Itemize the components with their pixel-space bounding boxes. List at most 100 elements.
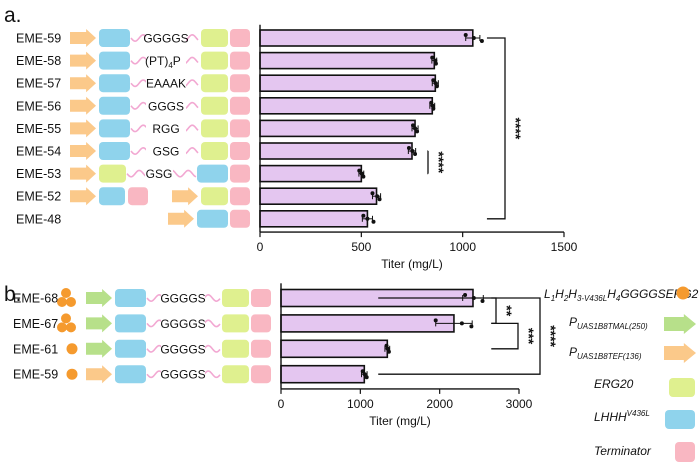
legend-orange-arrow-icon [664,343,696,363]
erg20-box [201,187,228,206]
category-label-eme-48: EME-48 [16,212,61,226]
panel-label-a: a. [4,4,22,27]
x-tick-label: 1500 [551,240,578,254]
lhhh-gene-box [99,29,130,47]
tef-promoter-arrow [70,74,96,93]
tmal-promoter-arrow [86,289,112,307]
erg20-box [201,51,228,70]
erg20-box [99,164,126,183]
data-point [406,146,411,150]
significance-bracket-68-67-label: ** [499,305,515,316]
significance-bracket-67-61-label: *** [521,328,537,345]
tef-promoter-arrow [70,96,96,115]
erg20-box [201,119,228,138]
data-point [433,318,438,323]
category-label-eme-58: EME-58 [16,54,61,68]
linker-label-bg [146,75,186,92]
data-point [429,100,434,105]
data-point [370,191,375,196]
category-label-eme-54: EME-54 [16,145,61,159]
bar-eme-57 [259,74,437,92]
lhhh-gene-box [197,209,228,228]
data-point [415,129,420,134]
bar-eme-67 [280,314,455,333]
data-point [386,349,391,354]
category-label-eme-59: EME-59 [16,32,61,46]
copy-dot [66,322,76,333]
copy-dot [57,297,67,307]
legend-label-tef-promoter: PUAS1B8TEF(136) [569,345,642,361]
data-point [433,61,438,66]
terminator-box [230,29,250,47]
bar-eme-48 [259,210,369,228]
data-point [410,149,415,153]
erg20-box [201,74,228,93]
lhhh-gene-box [115,365,146,384]
data-point [385,346,390,351]
significance-bracket-59-48-label: **** [508,118,524,140]
category-label-eme-55: EME-55 [16,122,61,136]
lhhh-gene-box [99,74,130,93]
linker-label: GGGGS [160,342,205,356]
legend-yellow-box-icon [669,378,695,397]
copy-dot [66,343,78,355]
data-point [431,106,436,111]
linker-label-bg [146,143,186,159]
data-point [411,123,416,128]
bar-eme-54 [259,142,413,160]
terminator-box [251,365,271,384]
data-point [430,103,435,108]
data-point [360,369,365,374]
data-point [479,39,484,43]
data-point [463,293,468,297]
lhhh-gene-box [197,164,228,183]
bar-eme-59 [280,364,366,384]
bar-eme-59 [259,29,474,47]
legend-label-lhhh: LHHHV436L [594,409,650,424]
tef-promoter-arrow [172,187,198,206]
erg20-box [201,29,228,47]
erg20-box [201,142,228,160]
category-label-eme-67: EME-67 [13,317,58,331]
data-point [365,216,370,221]
terminator-box [251,339,271,358]
linker-label-bg [146,30,186,46]
category-label-eme-57: EME-57 [16,77,61,91]
linker-label-bg [146,120,186,137]
tmal-promoter-arrow [86,339,112,358]
erg20-box [222,365,249,384]
linker-label-bg [161,340,205,357]
copy-dot [66,368,78,380]
legend-label-tmal-promoter: PUAS1B8TMAL(250) [569,315,648,331]
linker-label: EAAAK [146,77,186,91]
terminator-box [230,142,250,160]
linker-label-bg [161,290,205,306]
data-point [469,324,474,329]
tef-promoter-arrow [70,119,96,138]
copy-dot [57,322,67,333]
data-point [361,174,366,179]
tef-promoter-arrow [70,187,96,206]
copy-dot [61,288,71,298]
significance-bracket-68-59 [378,297,541,375]
data-point [480,299,485,303]
tmal-promoter-arrow [86,314,112,333]
linker-label: GGGS [148,99,184,113]
significance-bracket-67-61 [491,322,519,350]
data-point [430,55,435,60]
lhhh-gene-box [115,339,146,358]
data-point [413,152,418,156]
x-tick-label: 1000 [347,397,374,411]
terminator-box [230,164,250,183]
lhhh-gene-box [99,51,130,70]
lhhh-gene-box [99,187,125,206]
linker-label: RGG [152,122,179,136]
x-tick-label: 500 [351,240,371,254]
significance-bracket-59-48 [486,37,506,220]
x-axis-title: Titer (mg/L) [369,414,431,428]
lhhh-gene-box [99,119,130,138]
data-point [431,78,436,83]
linker-label: (PT)4P [145,54,181,70]
terminator-box [230,209,250,228]
bar-eme-56 [259,97,434,115]
